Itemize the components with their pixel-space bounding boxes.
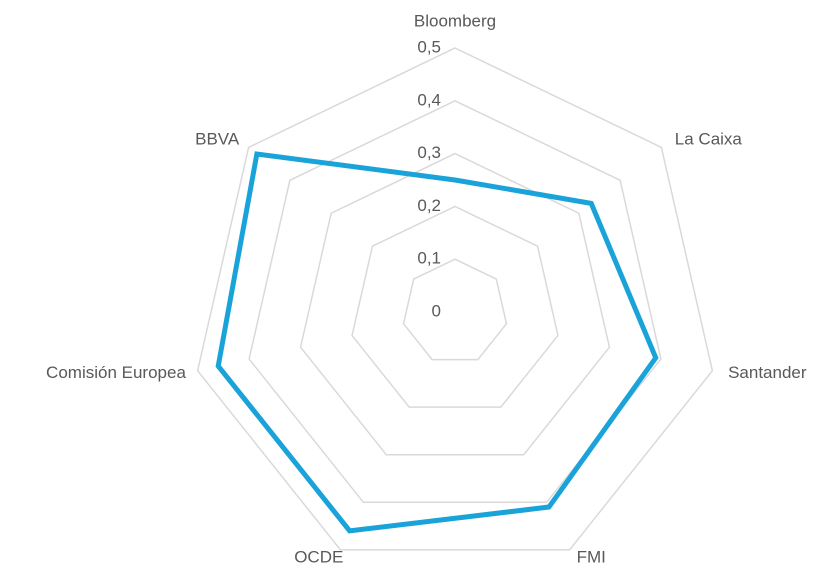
spoke: [198, 312, 455, 371]
grid-ring: [248, 99, 662, 504]
tick-label: 0,5: [417, 37, 441, 56]
category-label: Comisión Europea: [46, 363, 186, 382]
spoke: [455, 312, 712, 371]
tick-label: 0,3: [417, 143, 441, 162]
grid-ring: [351, 205, 559, 408]
spoke: [455, 147, 661, 312]
series-line: [215, 151, 659, 534]
tick-label: 0,2: [417, 196, 441, 215]
grid-ring: [299, 152, 611, 456]
grid-ring: [196, 47, 714, 551]
tick-label: 0,1: [417, 249, 441, 268]
category-label: OCDE: [294, 547, 343, 566]
tick-label: 0,4: [417, 90, 441, 109]
tick-label: 0: [432, 301, 441, 320]
grid-ring: [402, 258, 508, 361]
category-label: BBVA: [195, 129, 240, 148]
category-label: La Caixa: [675, 129, 743, 148]
category-label: FMI: [577, 547, 606, 566]
spoke: [340, 312, 455, 550]
category-label: Bloomberg: [414, 11, 496, 30]
spoke: [249, 147, 455, 312]
category-label: Santander: [728, 363, 807, 382]
